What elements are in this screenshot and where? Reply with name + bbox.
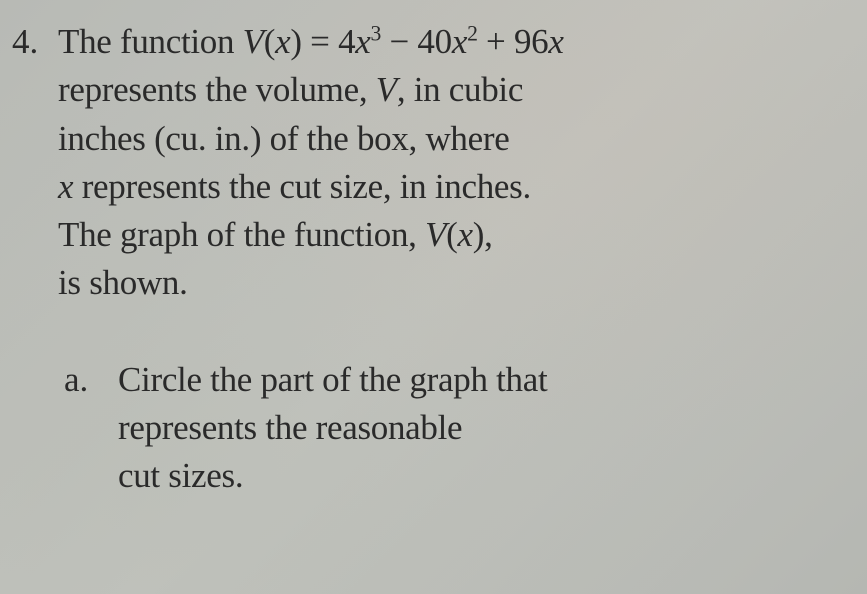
op-2: + bbox=[478, 22, 514, 61]
term1-x: x bbox=[355, 22, 370, 61]
exp-2: 2 bbox=[467, 21, 478, 45]
line5-text: The graph of the function, bbox=[58, 215, 425, 254]
line3-text: inches (cu. in.) of the box, where bbox=[58, 119, 509, 158]
subpart-letter: a. bbox=[64, 356, 118, 404]
problem-number: 4. bbox=[12, 18, 58, 65]
line5-V: V bbox=[425, 215, 446, 254]
problem-statement: The function V(x) = 4x3 − 40x2 + 96x rep… bbox=[58, 18, 564, 308]
func-arg-x: x bbox=[275, 22, 290, 61]
line4-x: x bbox=[58, 167, 73, 206]
sub-line3: cut sizes. bbox=[118, 456, 243, 495]
coeff-3: 96 bbox=[514, 22, 548, 61]
problem-4: 4. The function V(x) = 4x3 − 40x2 + 96x … bbox=[12, 18, 837, 308]
op-1: − bbox=[381, 22, 417, 61]
subpart-a: a. Circle the part of the graph that rep… bbox=[64, 356, 837, 501]
line2-V: V bbox=[376, 70, 397, 109]
exp-1: 3 bbox=[371, 21, 382, 45]
func-V: V bbox=[243, 22, 264, 61]
coeff-1: 4 bbox=[338, 22, 355, 61]
sub-line2: represents the reasonable bbox=[118, 408, 462, 447]
term3-x: x bbox=[548, 22, 563, 61]
line1-prefix: The function bbox=[58, 22, 243, 61]
subpart-text: Circle the part of the graph that repres… bbox=[118, 356, 547, 501]
sub-line1: Circle the part of the graph that bbox=[118, 360, 547, 399]
line2-text: represents the volume, bbox=[58, 70, 376, 109]
line4-text: represents the cut size, in inches. bbox=[73, 167, 531, 206]
coeff-2: 40 bbox=[417, 22, 451, 61]
line5-suffix: , bbox=[484, 215, 492, 254]
line5-x: x bbox=[458, 215, 473, 254]
term2-x: x bbox=[452, 22, 467, 61]
line6-text: is shown. bbox=[58, 263, 188, 302]
line2-suffix: , in cubic bbox=[397, 70, 523, 109]
